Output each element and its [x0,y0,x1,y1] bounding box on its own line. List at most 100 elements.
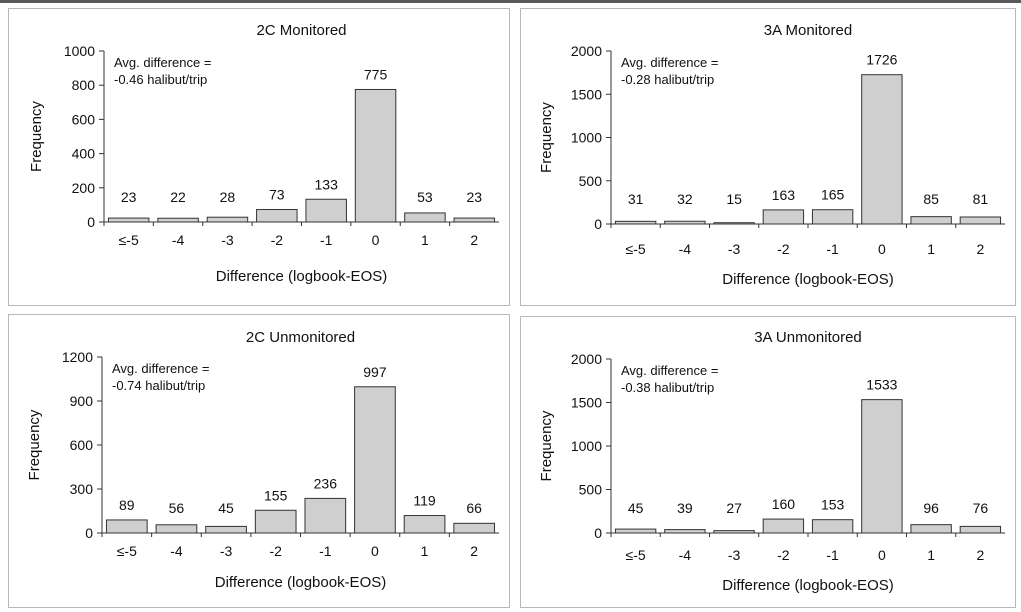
y-tick-label: 1500 [571,86,602,102]
bar [861,74,903,225]
data-label: 160 [772,496,796,512]
x-tick-label: -1 [826,547,839,563]
bar [453,217,496,223]
bar [206,216,249,223]
data-label: 45 [628,500,644,516]
y-tick-label: 0 [594,216,602,232]
y-tick-label: 0 [87,214,95,230]
x-axis-label: Difference (logbook-EOS) [216,268,387,285]
x-tick-label: 2 [976,241,984,257]
x-axis-label: Difference (logbook-EOS) [215,574,386,591]
y-tick-label: 1200 [62,349,93,365]
chart-panel-2c-unmonitored: 2C Unmonitored 0 300 600 900 1200 Frequency Dif… [8,314,510,608]
x-tick-label: -4 [172,232,185,248]
top-rule [0,0,1021,3]
bar [910,216,952,225]
x-tick-label: 0 [878,547,886,563]
data-label: 81 [973,191,989,207]
data-label: 236 [314,475,338,491]
x-tick-label: -3 [221,232,234,248]
bar [205,525,247,534]
y-axis-label: Frequency [538,410,555,481]
chart-panel-3a-unmonitored: 3A Unmonitored 0 500 1000 1500 2000 Frequency D… [520,316,1016,608]
data-label: 31 [628,191,644,207]
x-tick-label: -2 [269,543,282,559]
y-tick-label: 400 [72,146,96,162]
bar [713,530,755,534]
annotation-text: -0.46 halibut/trip [114,72,207,87]
data-label: 53 [417,189,433,205]
bar [910,524,952,534]
x-axis-label: Difference (logbook-EOS) [722,577,893,594]
x-tick-label: -3 [728,241,741,257]
data-label: 22 [170,189,186,205]
y-tick-label: 900 [70,393,94,409]
bar [107,217,150,223]
y-tick-label: 1000 [571,130,602,146]
x-tick-label: 2 [470,232,478,248]
y-tick-label: 0 [85,525,93,541]
x-axis-label: Difference (logbook-EOS) [722,271,893,288]
bar [762,209,805,225]
annotation-text: Avg. difference = [114,55,211,70]
annotation-text: Avg. difference = [621,55,718,70]
y-tick-label: 1000 [571,438,602,454]
chart-svg: 2C Unmonitored 0 300 600 900 1200 Frequency Dif… [26,329,499,591]
x-tick-label: 0 [372,232,380,248]
chart-title: 3A Monitored [764,22,852,39]
x-tick-label: ≤-5 [626,547,646,563]
data-label: 1726 [866,52,897,68]
data-label: 119 [413,493,436,509]
data-label: 73 [269,187,285,203]
x-tick-label: -1 [320,232,333,248]
x-tick-label: -2 [777,241,790,257]
y-axis-label: Frequency [28,101,45,172]
x-tick-label: 1 [927,241,935,257]
data-label: 39 [677,500,693,516]
bar [762,518,805,534]
y-tick-label: 2000 [571,43,602,59]
bar [404,212,446,223]
bar [305,198,347,223]
y-tick-label: 600 [72,111,96,127]
y-tick-label: 1000 [64,43,95,59]
data-label: 56 [169,500,185,516]
x-tick-label: 1 [927,547,935,563]
data-label: 133 [315,176,339,192]
annotation-text: Avg. difference = [112,361,209,376]
y-tick-label: 500 [579,482,603,498]
x-tick-label: -3 [220,543,233,559]
bar [959,216,1002,225]
y-tick-label: 300 [70,481,94,497]
x-tick-label: 1 [421,543,429,559]
bar [713,222,755,225]
x-tick-label: -3 [728,547,741,563]
bar [811,519,854,534]
data-label: 89 [119,497,135,513]
annotation-text: -0.28 halibut/trip [621,72,714,87]
chart-svg: 3A Unmonitored 0 500 1000 1500 2000 Frequency D… [538,329,1005,594]
x-tick-label: ≤-5 [626,241,646,257]
x-tick-label: 2 [470,543,478,559]
x-tick-label: ≤-5 [119,232,139,248]
data-label: 155 [264,487,288,503]
y-tick-label: 1500 [571,395,602,411]
bar [354,386,396,534]
data-label: 85 [923,191,939,207]
data-label: 45 [218,500,234,516]
y-tick-label: 500 [579,173,603,189]
data-label: 1533 [866,377,897,393]
bar [403,515,446,534]
x-tick-label: -1 [319,543,332,559]
x-tick-label: -4 [679,547,692,563]
y-tick-label: 800 [72,77,96,93]
data-label: 27 [726,500,742,516]
y-tick-label: 600 [70,437,94,453]
y-axis-label: Frequency [26,409,43,480]
bar [254,509,297,534]
chart-panel-3a-monitored: 3A Monitored 0 500 1000 1500 2000 Frequency Dif… [520,8,1016,306]
bar [811,209,854,225]
annotation-text: Avg. difference = [621,363,718,378]
data-label: 153 [821,497,845,513]
bar [664,220,706,225]
